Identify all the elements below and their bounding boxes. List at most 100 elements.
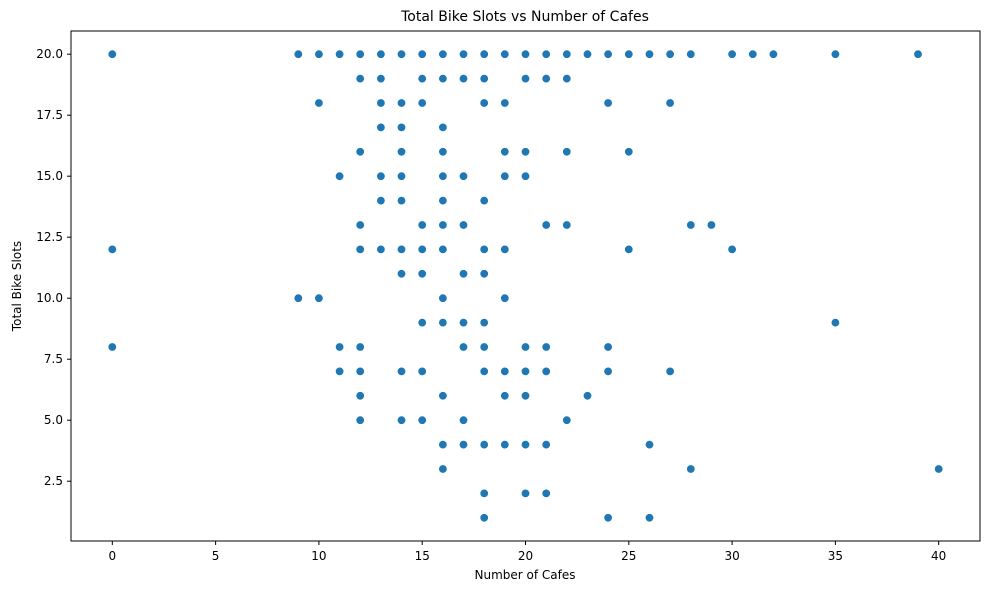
data-point xyxy=(417,366,427,376)
data-point xyxy=(355,74,365,84)
data-point xyxy=(107,49,117,59)
x-tick-label: 5 xyxy=(212,549,220,563)
data-point xyxy=(376,122,386,132)
y-tick-label: 7.5 xyxy=(44,352,63,366)
y-axis-label: Total Bike Slots xyxy=(10,241,24,332)
data-point xyxy=(438,147,448,157)
data-point xyxy=(438,196,448,206)
data-point xyxy=(396,366,406,376)
data-point xyxy=(479,196,489,206)
data-point xyxy=(541,49,551,59)
x-tick-label: 10 xyxy=(311,549,326,563)
data-point xyxy=(520,440,530,450)
data-point xyxy=(376,171,386,181)
x-tick-label: 35 xyxy=(828,549,843,563)
data-points xyxy=(107,49,944,523)
data-point xyxy=(479,488,489,498)
data-point xyxy=(644,440,654,450)
data-point xyxy=(479,244,489,254)
data-point xyxy=(500,244,510,254)
data-point xyxy=(500,366,510,376)
data-point xyxy=(479,49,489,59)
y-axis: 2.5 5.0 7.5 10.0 12.5 15.0 17.5 20.0 xyxy=(36,47,71,488)
data-point xyxy=(458,220,468,230)
data-point xyxy=(438,440,448,450)
data-point xyxy=(520,74,530,84)
data-point xyxy=(438,220,448,230)
data-point xyxy=(355,49,365,59)
data-point xyxy=(479,74,489,84)
data-point xyxy=(396,415,406,425)
data-point xyxy=(314,49,324,59)
data-point xyxy=(376,98,386,108)
data-point xyxy=(727,244,737,254)
x-tick-label: 15 xyxy=(415,549,430,563)
data-point xyxy=(335,366,345,376)
data-point xyxy=(520,342,530,352)
data-point xyxy=(479,513,489,523)
data-point xyxy=(355,147,365,157)
data-point xyxy=(107,342,117,352)
data-point xyxy=(458,318,468,328)
data-point xyxy=(479,440,489,450)
data-point xyxy=(665,49,675,59)
data-point xyxy=(335,342,345,352)
data-point xyxy=(603,342,613,352)
y-tick-label: 20.0 xyxy=(36,47,63,61)
data-point xyxy=(500,49,510,59)
data-point xyxy=(417,318,427,328)
data-point xyxy=(396,98,406,108)
data-point xyxy=(500,293,510,303)
data-point xyxy=(314,98,324,108)
data-point xyxy=(665,366,675,376)
data-point xyxy=(748,49,758,59)
data-point xyxy=(438,122,448,132)
data-point xyxy=(314,293,324,303)
x-tick-label: 30 xyxy=(724,549,739,563)
data-point xyxy=(458,49,468,59)
data-point xyxy=(562,220,572,230)
data-point xyxy=(541,366,551,376)
data-point xyxy=(355,342,365,352)
data-point xyxy=(686,49,696,59)
data-point xyxy=(438,464,448,474)
data-point xyxy=(644,513,654,523)
data-point xyxy=(520,488,530,498)
data-point xyxy=(107,244,117,254)
data-point xyxy=(934,464,944,474)
data-point xyxy=(458,440,468,450)
plot-area xyxy=(70,30,981,542)
data-point xyxy=(520,49,530,59)
data-point xyxy=(913,49,923,59)
data-point xyxy=(396,49,406,59)
x-axis: 0 5 10 15 20 25 30 35 40 xyxy=(108,541,946,563)
data-point xyxy=(500,391,510,401)
data-point xyxy=(541,440,551,450)
data-point xyxy=(396,269,406,279)
data-point xyxy=(686,464,696,474)
data-point xyxy=(830,49,840,59)
data-point xyxy=(458,342,468,352)
data-point xyxy=(355,391,365,401)
data-point xyxy=(355,220,365,230)
data-point xyxy=(603,513,613,523)
data-point xyxy=(479,342,489,352)
data-point xyxy=(417,244,427,254)
data-point xyxy=(541,74,551,84)
data-point xyxy=(665,98,675,108)
data-point xyxy=(603,366,613,376)
data-point xyxy=(396,171,406,181)
data-point xyxy=(520,147,530,157)
data-point xyxy=(293,293,303,303)
data-point xyxy=(624,147,634,157)
data-point xyxy=(335,171,345,181)
data-point xyxy=(500,171,510,181)
data-point xyxy=(376,196,386,206)
data-point xyxy=(458,415,468,425)
data-point xyxy=(479,98,489,108)
data-point xyxy=(396,196,406,206)
y-tick-label: 2.5 xyxy=(44,474,63,488)
data-point xyxy=(438,293,448,303)
